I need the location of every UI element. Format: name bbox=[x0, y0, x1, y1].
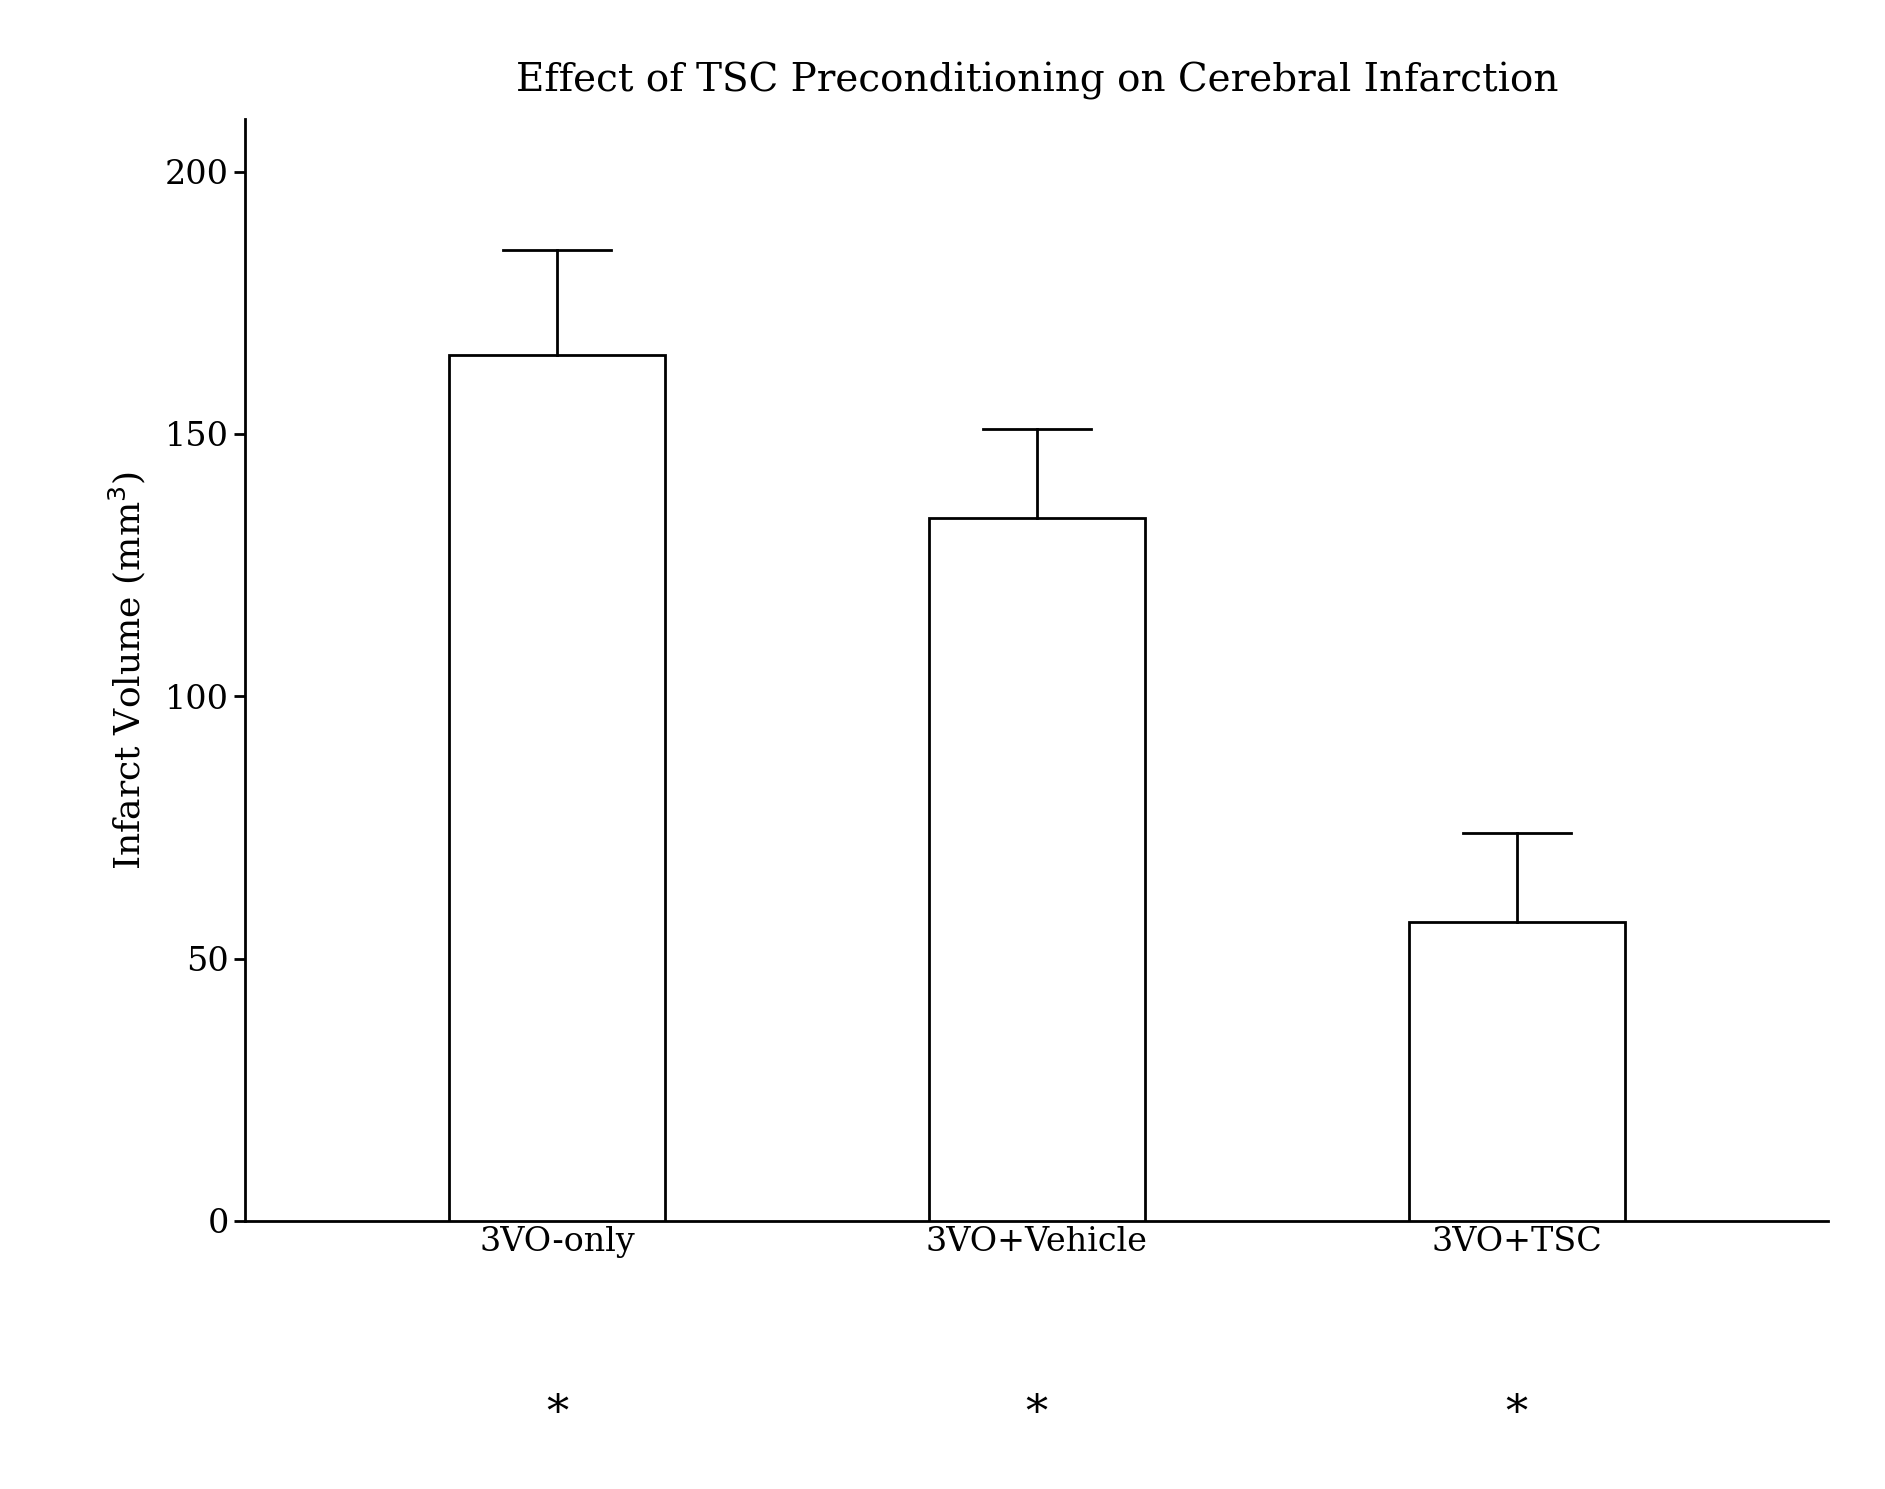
Text: *: * bbox=[547, 1394, 567, 1435]
Bar bbox=[929, 518, 1144, 1221]
Title: Effect of TSC Preconditioning on Cerebral Infarction: Effect of TSC Preconditioning on Cerebra… bbox=[515, 63, 1559, 100]
Text: *: * bbox=[1506, 1394, 1527, 1435]
Text: *: * bbox=[1025, 1394, 1048, 1435]
Bar bbox=[1408, 922, 1625, 1221]
Bar bbox=[449, 356, 665, 1221]
Y-axis label: Infarct Volume (mm$^{3}$): Infarct Volume (mm$^{3}$) bbox=[107, 471, 149, 870]
